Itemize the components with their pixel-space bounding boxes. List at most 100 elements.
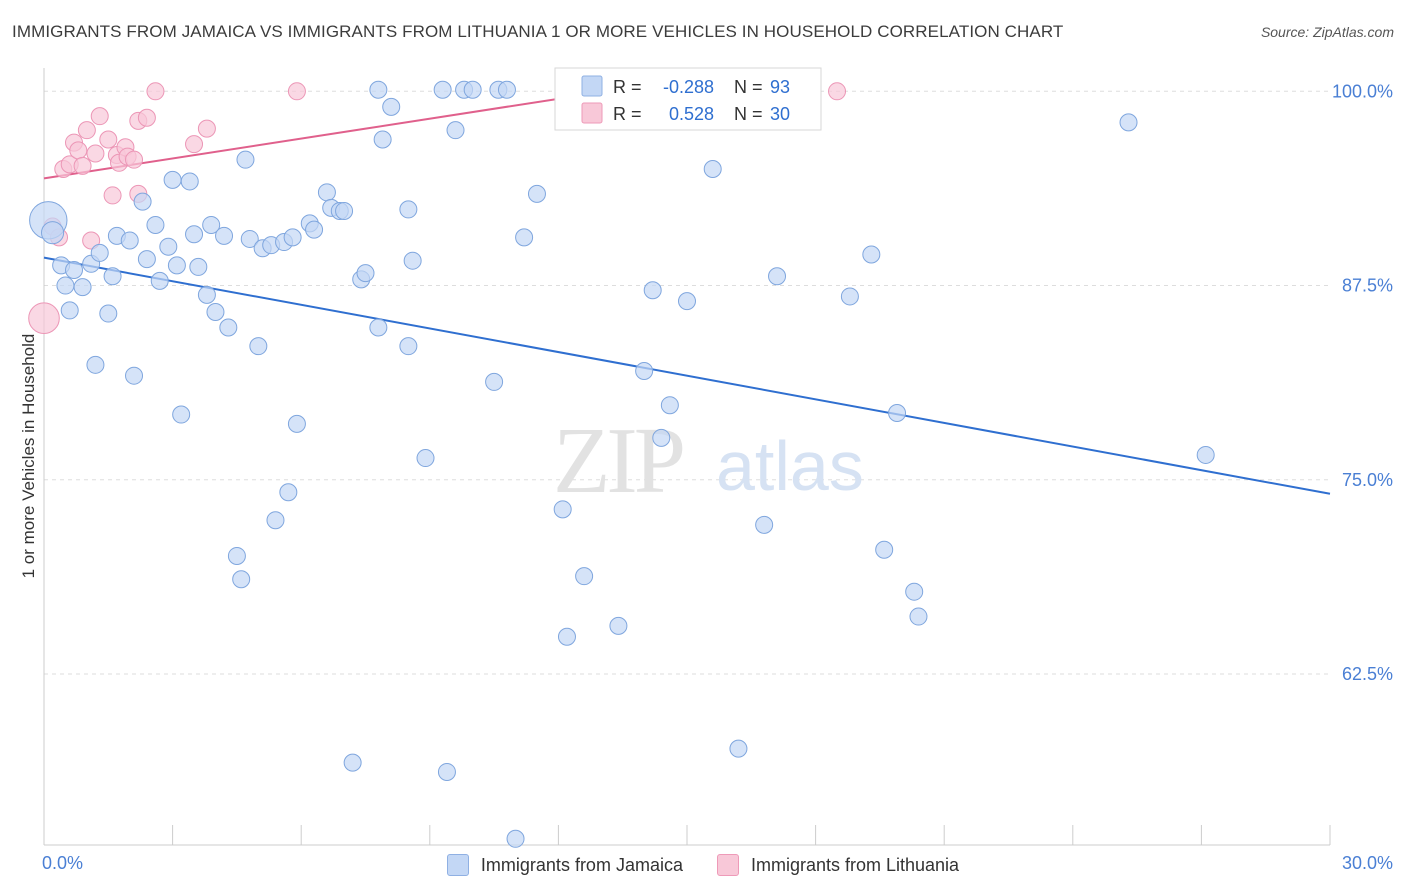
jamaica-point-79 [678, 292, 696, 311]
source-label: Source: ZipAtlas.com [1260, 24, 1394, 40]
legend-label-jamaica: Immigrants from Jamaica [480, 854, 683, 875]
stats-n-label-1: N = [734, 77, 763, 97]
jamaica-point-90 [1119, 113, 1138, 132]
lithuania-point-10 [86, 144, 105, 163]
jamaica-point-16 [137, 250, 156, 269]
lithuania-point-18 [125, 150, 144, 169]
jamaica-point-15 [133, 192, 152, 211]
watermark: ZIP atlas [553, 409, 864, 513]
jamaica-point-89 [909, 607, 928, 626]
y-axis-label: 1 or more Vehicles in Household [19, 334, 38, 579]
jamaica-point-11 [103, 267, 122, 286]
jamaica-point-41 [283, 228, 302, 247]
jamaica-point-52 [369, 318, 388, 337]
jamaica-points [29, 80, 1215, 848]
jamaica-point-57 [399, 200, 418, 219]
jamaica-point-67 [497, 80, 516, 99]
jamaica-point-27 [202, 215, 221, 234]
jamaica-point-75 [635, 362, 654, 381]
jamaica-point-6 [73, 278, 92, 297]
jamaica-trend-line [43, 256, 1331, 495]
lithuania-point-8 [77, 121, 96, 140]
jamaica-point-81 [729, 739, 748, 758]
y-tick-label-2: 87.5% [1342, 276, 1393, 296]
jamaica-point-62 [446, 121, 465, 140]
jamaica-point-22 [172, 405, 191, 424]
jamaica-point-23 [180, 172, 199, 191]
legend-item-jamaica[interactable]: Immigrants from Jamaica [446, 854, 683, 876]
legend-item-lithuania[interactable]: Immigrants from Lithuania [716, 854, 960, 876]
tick-labels: 62.5% 75.0% 87.5% 100.0% 0.0% 30.0% [42, 81, 1393, 873]
jamaica-point-5 [65, 261, 84, 280]
lithuania-point-9 [82, 231, 101, 250]
watermark-zip: ZIP [553, 409, 683, 513]
jamaica-point-25 [189, 257, 208, 276]
jamaica-point-59 [416, 449, 435, 468]
lithuania-point-29 [828, 82, 847, 101]
jamaica-point-45 [317, 183, 336, 202]
jamaica-point-78 [660, 396, 679, 415]
jamaica-point-72 [557, 627, 576, 646]
lithuania-point-7 [73, 156, 92, 175]
jamaica-point-69 [515, 228, 534, 247]
jamaica-point-34 [240, 229, 259, 248]
y-tick-label-3: 100.0% [1332, 81, 1393, 101]
jamaica-point-51 [356, 264, 375, 283]
jamaica-point-32 [232, 570, 251, 589]
axes [43, 68, 1331, 846]
jamaica-point-21 [167, 256, 186, 275]
y-tick-label-0: 62.5% [1342, 664, 1393, 684]
jamaica-point-70 [527, 184, 546, 203]
jamaica-point-9 [90, 243, 109, 262]
stats-r-label-1: R = [613, 77, 642, 97]
jamaica-point-26 [197, 285, 216, 304]
jamaica-point-64 [463, 80, 482, 99]
jamaica-point-38 [266, 511, 285, 530]
jamaica-point-13 [120, 231, 139, 250]
x-tick-label-1: 30.0% [1342, 853, 1393, 873]
jamaica-point-19 [159, 237, 178, 256]
lithuania-point-23 [185, 135, 204, 154]
stats-n-label-2: N = [734, 104, 763, 124]
jamaica-point-68 [506, 829, 525, 848]
stats-swatch-lithuania [581, 102, 603, 124]
y-tick-label-1: 75.0% [1342, 470, 1393, 490]
jamaica-point-33 [236, 150, 255, 169]
jamaica-point-42 [287, 414, 306, 433]
jamaica-point-73 [575, 567, 594, 586]
jamaica-point-76 [643, 281, 662, 300]
jamaica-point-1 [41, 221, 65, 245]
watermark-atlas: atlas [716, 427, 864, 505]
stats-swatch-jamaica [581, 75, 603, 97]
jamaica-point-56 [399, 337, 418, 356]
lithuania-point-0 [28, 302, 60, 334]
lithuania-point-13 [103, 186, 122, 205]
jamaica-point-60 [433, 80, 452, 99]
stats-n-value-1: 93 [770, 77, 790, 97]
jamaica-point-30 [219, 318, 238, 337]
jamaica-point-80 [703, 160, 722, 179]
lithuania-point-24 [197, 119, 216, 138]
jamaica-point-91 [1196, 445, 1215, 464]
x-tick-label-0: 0.0% [42, 853, 83, 873]
lithuania-point-11 [90, 107, 109, 126]
jamaica-point-48 [335, 201, 354, 220]
jamaica-point-14 [125, 366, 144, 385]
lithuania-point-6 [69, 141, 88, 160]
jamaica-point-3 [56, 276, 75, 295]
jamaica-point-54 [373, 130, 392, 149]
jamaica-point-20 [163, 170, 182, 189]
lithuania-point-12 [99, 130, 118, 149]
jamaica-point-83 [768, 267, 787, 286]
bottom-legend: Immigrants from Jamaica Immigrants from … [0, 852, 1406, 878]
jamaica-point-85 [862, 245, 881, 264]
jamaica-point-35 [249, 337, 268, 356]
jamaica-point-44 [305, 220, 324, 239]
legend-label-lithuania: Immigrants from Lithuania [750, 854, 960, 875]
legend-swatch-jamaica [446, 854, 469, 876]
stats-r-value-2: 0.528 [669, 104, 714, 124]
lithuania-point-21 [137, 108, 156, 127]
trend-lines [43, 87, 1331, 495]
stats-r-value-1: -0.288 [663, 77, 714, 97]
lithuania-point-25 [287, 82, 306, 101]
